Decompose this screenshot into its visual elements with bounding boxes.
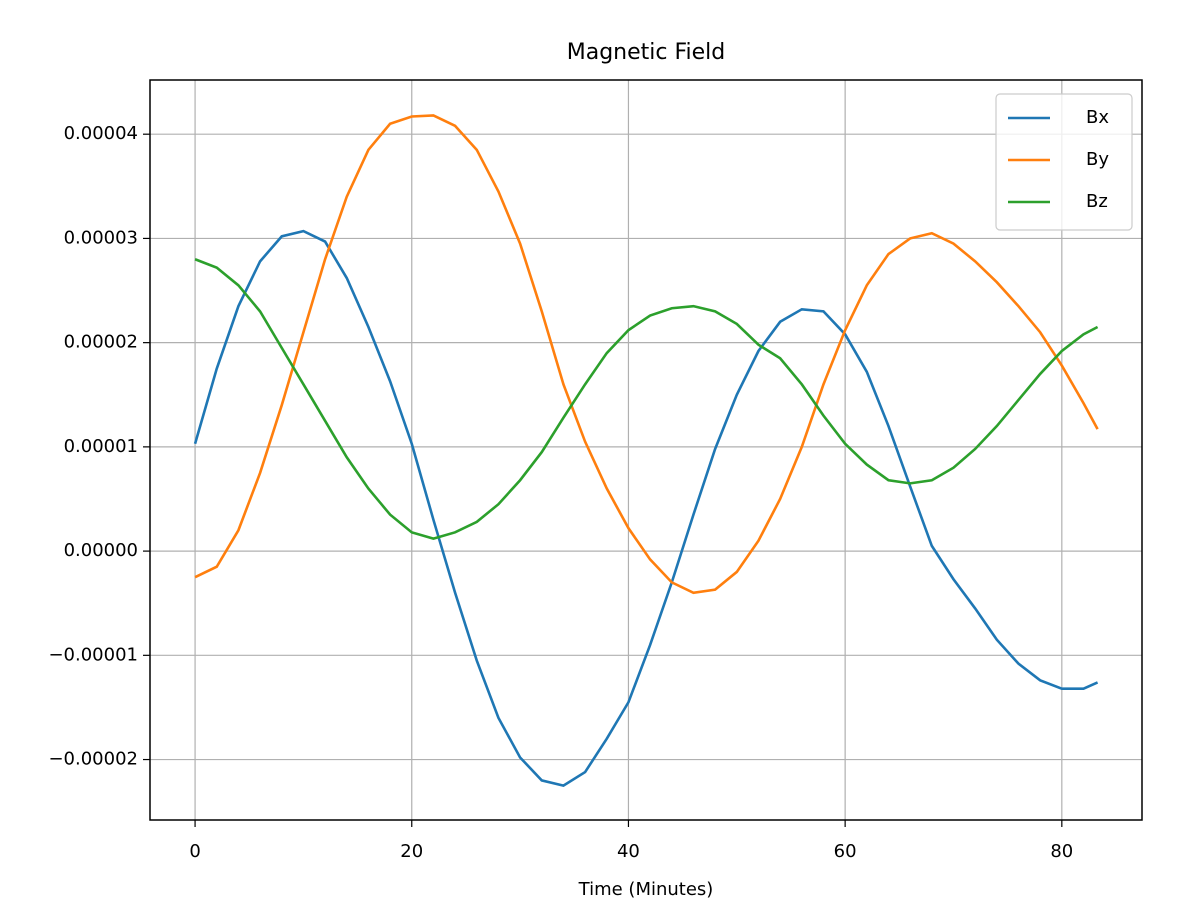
x-axis-label: Time (Minutes) [578, 879, 714, 900]
line-series [193, 229, 1099, 788]
line-series [194, 114, 1099, 595]
x-tick-label: 80 [1050, 841, 1073, 862]
legend-label: Bz [1086, 191, 1108, 212]
plot-frame [149, 79, 1143, 821]
line-series [194, 258, 1099, 540]
y-tick-label: 0.00000 [64, 540, 138, 561]
y-tick-label: −0.00002 [48, 749, 138, 770]
legend-label: Bx [1086, 107, 1109, 128]
y-tick-label: 0.00001 [64, 436, 138, 457]
x-tick-label: 40 [617, 841, 640, 862]
legend-label: By [1086, 149, 1109, 170]
x-tick-label: 20 [400, 841, 423, 862]
y-tick-label: −0.00001 [48, 644, 138, 665]
y-tick-label: 0.00003 [64, 227, 138, 248]
x-tick-label: 60 [834, 841, 857, 862]
legend-box [995, 93, 1133, 231]
chart-title: Magnetic Field [567, 40, 726, 65]
x-tick-label: 0 [189, 841, 200, 862]
y-tick-label: 0.00002 [64, 332, 138, 353]
y-tick-label: 0.00004 [64, 123, 138, 144]
